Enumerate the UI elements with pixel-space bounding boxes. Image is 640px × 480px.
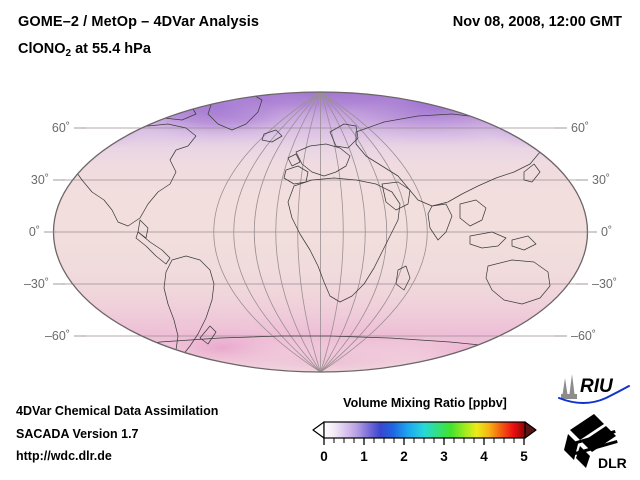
colorbar-tick-labels: 0 1 2 3 4 5 bbox=[320, 449, 528, 464]
colorbar-under-arrow bbox=[312, 421, 325, 439]
pressure-level-label: at 55.4 hPa bbox=[71, 41, 151, 57]
lat-label-30n: 30˚ bbox=[31, 173, 49, 187]
colorbar-tick-2: 2 bbox=[400, 449, 408, 464]
lat-label-0: 0˚ bbox=[29, 225, 40, 239]
colorbar: Volume Mixing Ratio [ppbv] bbox=[305, 396, 545, 472]
footer-line-version: SACADA Version 1.7 bbox=[16, 426, 139, 441]
lat-label-60s: –60˚ bbox=[45, 329, 70, 343]
riu-swoosh bbox=[558, 385, 630, 404]
colorbar-gradient-bar bbox=[323, 421, 526, 439]
map-coastlines bbox=[59, 92, 575, 372]
species-subscript: 2 bbox=[65, 48, 72, 59]
lat-label-30n-right: 30˚ bbox=[592, 173, 610, 187]
lat-label-30s: –30˚ bbox=[24, 277, 49, 291]
map-graticule bbox=[53, 91, 588, 373]
lat-label-60n-right: 60˚ bbox=[571, 121, 589, 135]
dlr-mark-icon bbox=[564, 414, 618, 468]
map-lat-labels-right: 60˚ 30˚ 0˚ –30˚ –60˚ bbox=[555, 121, 617, 343]
world-map: 60˚ 30˚ 0˚ –30˚ –60˚ 60˚ 30˚ 0˚ –30˚ –60… bbox=[24, 91, 617, 373]
colorbar-major-ticks bbox=[323, 438, 525, 445]
map-lat-labels-left: 60˚ 30˚ 0˚ –30˚ –60˚ bbox=[24, 121, 86, 343]
lat-label-60n: 60˚ bbox=[52, 121, 70, 135]
map-panel: 60˚ 30˚ 0˚ –30˚ –60˚ 60˚ 30˚ 0˚ –30˚ –60… bbox=[0, 80, 640, 390]
colorbar-minor-ticks bbox=[333, 438, 515, 443]
colorbar-over-arrow bbox=[524, 421, 537, 439]
species-label: ClONO bbox=[18, 41, 66, 57]
page-title: GOME–2 / MetOp – 4DVar Analysis bbox=[18, 14, 259, 30]
colorbar-tick-3: 3 bbox=[440, 449, 448, 464]
colorbar-tick-4: 4 bbox=[480, 449, 488, 464]
page-subtitle: ClONO2 at 55.4 hPa bbox=[18, 41, 151, 59]
page-title-text: GOME–2 / MetOp – 4DVar Analysis bbox=[18, 14, 260, 30]
dlr-wordmark: DLR bbox=[598, 455, 627, 471]
lat-label-60s-right: –60˚ bbox=[571, 329, 596, 343]
cathedral-icon bbox=[561, 374, 577, 399]
footer-info: 4DVar Chemical Data Assimilation SACADA … bbox=[16, 400, 316, 468]
lat-label-0-right: 0˚ bbox=[601, 225, 612, 239]
colorbar-tick-5: 5 bbox=[520, 449, 528, 464]
riu-logo: RIU bbox=[558, 374, 630, 404]
footer-line-method: 4DVar Chemical Data Assimilation bbox=[16, 404, 219, 418]
colorbar-title: Volume Mixing Ratio [ppbv] bbox=[343, 396, 507, 410]
colorbar-scale: 0 1 2 3 4 5 bbox=[312, 421, 537, 464]
colorbar-tick-1: 1 bbox=[360, 449, 368, 464]
timestamp: Nov 08, 2008, 12:00 GMT bbox=[452, 14, 622, 30]
footer-line-url[interactable]: http://wdc.dlr.de bbox=[16, 449, 112, 463]
dlr-logo: DLR bbox=[564, 414, 627, 471]
colorbar-tick-0: 0 bbox=[320, 449, 328, 464]
lat-label-30s-right: –30˚ bbox=[592, 277, 617, 291]
riu-wordmark: RIU bbox=[580, 376, 614, 397]
